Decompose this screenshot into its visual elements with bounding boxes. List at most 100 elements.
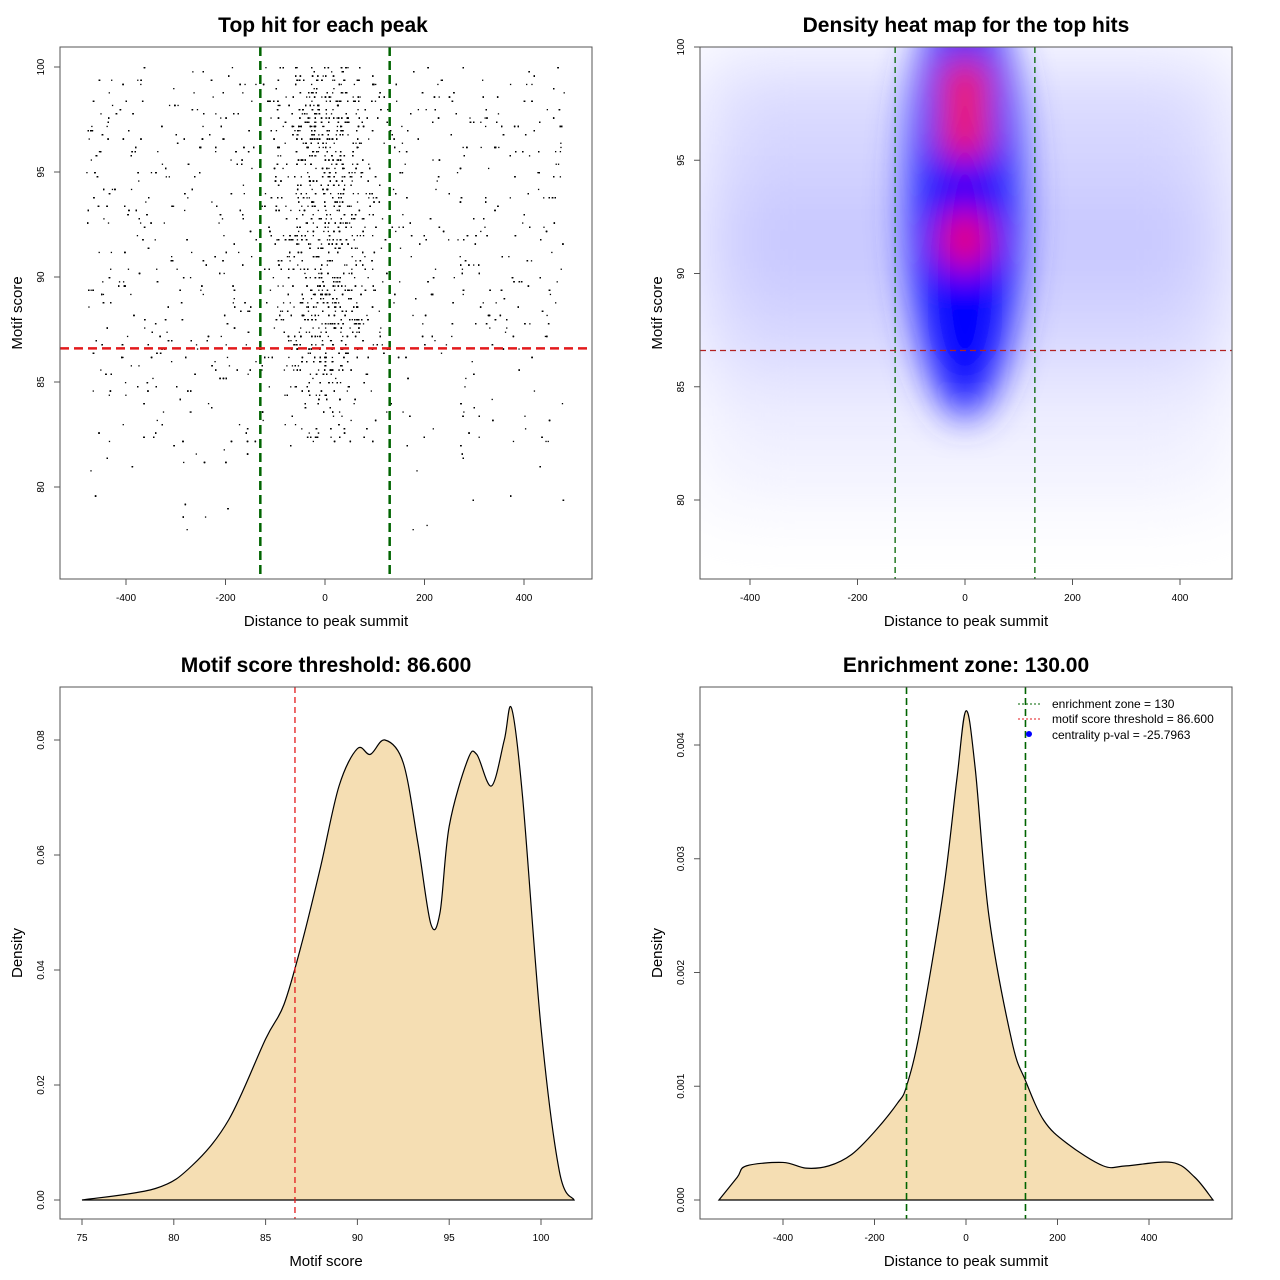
data-point xyxy=(334,310,337,312)
data-point xyxy=(319,239,321,241)
data-point xyxy=(318,272,320,275)
data-point xyxy=(352,163,354,165)
data-point xyxy=(207,403,210,405)
data-point xyxy=(374,100,377,102)
data-point xyxy=(317,239,320,241)
data-point xyxy=(437,83,439,86)
data-point xyxy=(342,92,344,94)
data-point xyxy=(317,256,319,258)
data-point xyxy=(88,138,90,140)
data-point xyxy=(122,356,124,359)
data-point xyxy=(478,436,480,438)
data-point xyxy=(90,159,93,161)
data-point xyxy=(285,96,287,98)
data-point xyxy=(359,235,362,237)
data-point xyxy=(346,205,349,207)
data-point xyxy=(317,151,320,153)
data-point xyxy=(327,230,329,233)
data-point xyxy=(293,306,295,308)
data-point xyxy=(357,193,359,195)
data-point xyxy=(508,256,510,258)
data-point xyxy=(242,184,245,186)
data-point xyxy=(322,125,324,128)
data-point xyxy=(111,104,114,107)
data-point xyxy=(286,256,289,258)
data-point xyxy=(223,138,225,140)
data-point xyxy=(484,125,487,128)
data-point xyxy=(168,104,171,107)
data-point xyxy=(522,222,524,224)
data-point xyxy=(339,201,341,203)
data-point xyxy=(364,226,366,228)
data-point xyxy=(108,440,111,443)
data-point xyxy=(331,138,333,140)
data-point xyxy=(332,109,334,111)
data-point xyxy=(124,382,127,384)
data-point xyxy=(279,310,282,312)
data-point xyxy=(300,176,303,178)
data-point xyxy=(440,352,443,354)
data-point xyxy=(537,188,540,191)
data-point xyxy=(336,239,338,241)
data-point xyxy=(295,340,297,342)
data-point xyxy=(312,440,314,443)
data-point xyxy=(333,289,336,291)
data-point xyxy=(152,377,154,380)
data-point xyxy=(349,327,351,329)
data-point xyxy=(165,176,167,178)
data-point xyxy=(543,226,545,228)
data-point xyxy=(317,432,320,434)
data-point xyxy=(353,323,356,325)
data-point xyxy=(353,403,355,405)
data-point xyxy=(245,344,248,346)
data-point xyxy=(314,155,316,157)
data-point xyxy=(144,327,146,329)
data-point xyxy=(330,218,332,220)
data-point xyxy=(291,365,294,367)
data-point xyxy=(324,193,326,195)
data-point xyxy=(332,92,334,94)
data-point xyxy=(355,113,357,115)
data-point xyxy=(297,134,299,136)
data-point xyxy=(416,470,418,472)
data-point xyxy=(317,109,319,111)
data-point xyxy=(284,394,286,396)
data-point xyxy=(265,67,267,69)
data-point xyxy=(315,344,317,346)
data-point xyxy=(172,205,175,207)
data-point xyxy=(367,277,369,279)
data-point xyxy=(212,96,214,98)
data-point xyxy=(315,121,317,123)
data-point xyxy=(342,335,344,338)
data-point xyxy=(440,79,442,81)
data-point xyxy=(347,67,349,69)
data-point xyxy=(343,167,345,170)
data-point xyxy=(247,310,249,312)
data-point xyxy=(309,117,311,119)
data-point xyxy=(251,100,253,102)
data-point xyxy=(366,314,368,317)
data-point xyxy=(350,205,352,207)
data-point xyxy=(320,243,323,245)
data-point xyxy=(202,293,204,296)
data-point xyxy=(295,193,297,195)
data-point xyxy=(549,293,552,296)
data-point xyxy=(356,201,359,203)
data-point xyxy=(380,327,382,329)
data-point xyxy=(298,209,301,212)
data-point xyxy=(335,302,337,304)
data-point xyxy=(171,256,173,258)
data-point xyxy=(220,335,222,338)
data-point xyxy=(355,142,357,144)
data-point xyxy=(560,146,562,149)
data-point xyxy=(544,335,547,338)
data-point xyxy=(305,331,308,333)
data-point xyxy=(305,222,307,224)
data-point xyxy=(480,230,482,233)
data-point xyxy=(504,331,507,333)
data-point xyxy=(355,260,357,262)
data-point xyxy=(243,193,245,195)
data-point xyxy=(327,323,329,325)
data-point xyxy=(338,411,341,413)
data-point xyxy=(289,260,291,262)
